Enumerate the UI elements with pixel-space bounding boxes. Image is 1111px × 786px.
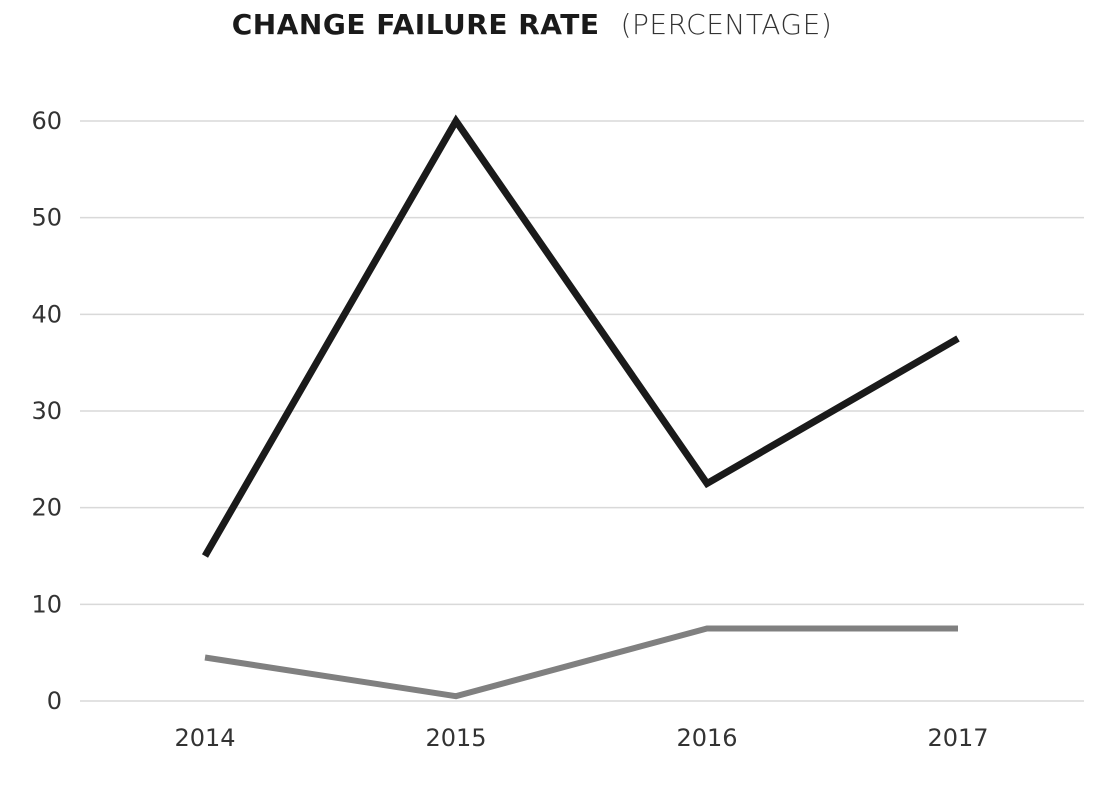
x-tick-label: 2014 bbox=[174, 724, 235, 752]
x-tick-label: 2015 bbox=[425, 724, 486, 752]
y-tick-label: 0 bbox=[47, 687, 62, 715]
y-tick-label: 60 bbox=[31, 107, 62, 135]
series-lines bbox=[205, 121, 958, 696]
y-tick-label: 40 bbox=[31, 300, 62, 328]
y-axis-tick-labels: 0 10 20 30 40 50 60 bbox=[31, 107, 62, 715]
x-tick-label: 2016 bbox=[676, 724, 737, 752]
y-tick-label: 50 bbox=[31, 204, 62, 232]
grid bbox=[80, 121, 1084, 701]
series-line-1 bbox=[205, 121, 958, 556]
chart-title: CHANGE FAILURE RATE (PERCENTAGE) bbox=[232, 8, 833, 41]
y-tick-label: 20 bbox=[31, 494, 62, 522]
x-axis-tick-labels: 2014 2015 2016 2017 bbox=[174, 724, 988, 752]
y-tick-label: 10 bbox=[31, 590, 62, 618]
chart-title-main: CHANGE FAILURE RATE bbox=[232, 8, 600, 41]
chart-subtitle: (PERCENTAGE) bbox=[621, 8, 833, 41]
y-tick-label: 30 bbox=[31, 397, 62, 425]
x-tick-label: 2017 bbox=[927, 724, 988, 752]
series-line-2 bbox=[205, 629, 958, 697]
